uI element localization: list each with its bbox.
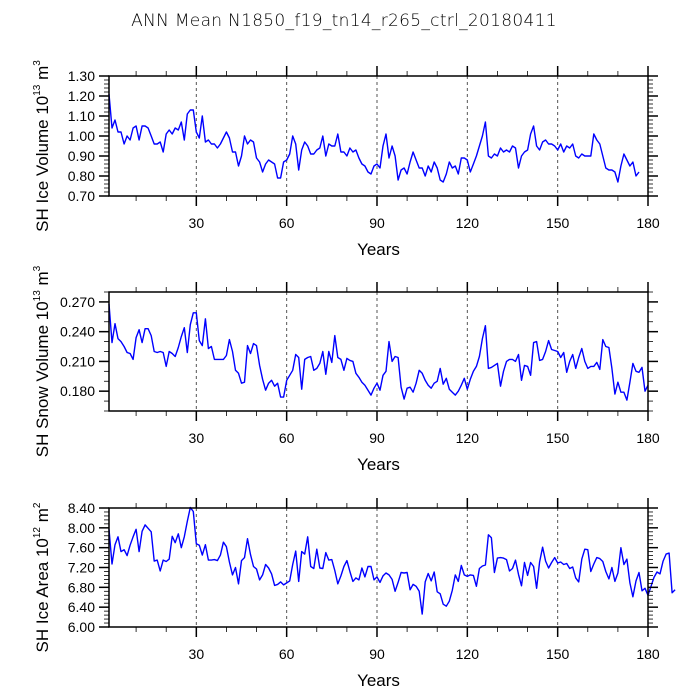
x-axis-title: Years [357, 240, 400, 259]
plot-frame [108, 75, 649, 197]
series-line-sh-ice-volume [108, 93, 640, 183]
x-tick-label: 30 [189, 215, 205, 231]
series-line-sh-snow-volume [108, 303, 649, 401]
x-tick-label: 90 [369, 215, 385, 231]
x-tick-label: 180 [636, 430, 660, 446]
y-tick-label: 0.80 [68, 168, 95, 184]
y-axis-title: SH Ice Area 1012 m2 [32, 502, 52, 652]
y-tick-label: 1.20 [68, 88, 95, 104]
y-tick-label: 6.00 [68, 619, 95, 635]
y-tick-label: 1.30 [68, 68, 95, 84]
plot-frame [108, 507, 649, 628]
y-tick-label: 1.10 [68, 108, 95, 124]
y-tick-label: 0.240 [60, 324, 95, 340]
chart-title: ANN Mean N1850_f19_tn14_r265_ctrl_201804… [131, 11, 557, 31]
y-tick-label: 0.70 [68, 188, 95, 204]
y-tick-label: 0.270 [60, 294, 95, 310]
panel-3: 30 60 90 120 150 180 Years 6.00 6.40 6.80 7.20 7.60… [32, 498, 676, 688]
y-tick-label: 8.40 [68, 500, 95, 516]
y-tick-label: 7.20 [68, 560, 95, 576]
x-tick-label: 150 [546, 215, 570, 231]
y-axis-title: SH Snow Volume 1013 m3 [32, 265, 52, 457]
x-axis-title: Years [357, 455, 400, 474]
x-tick-label: 30 [189, 430, 205, 446]
x-tick-label: 150 [546, 646, 570, 662]
x-tick-label: 30 [189, 646, 205, 662]
series-line-sh-ice-area [108, 506, 676, 615]
x-tick-label: 90 [369, 430, 385, 446]
y-axis-title: SH Ice Volume 1013 m3 [32, 60, 52, 232]
y-tick-label: 7.60 [68, 540, 95, 556]
x-tick-label: 180 [636, 646, 660, 662]
panel-1: 30 60 90 120 150 180 Years 0.70 0.80 0.90 1.00 1.10… [32, 60, 660, 259]
x-tick-label: 150 [546, 430, 570, 446]
x-tick-label: 60 [279, 646, 295, 662]
x-tick-label: 90 [369, 646, 385, 662]
x-tick-label: 120 [456, 430, 480, 446]
y-tick-label: 0.90 [68, 148, 95, 164]
y-tick-label: 8.00 [68, 520, 95, 536]
x-tick-label: 60 [279, 430, 295, 446]
x-tick-label: 180 [636, 215, 660, 231]
x-axis-title: Years [357, 671, 400, 688]
plot-frame [108, 291, 649, 412]
y-tick-label: 6.80 [68, 579, 95, 595]
x-tick-label: 120 [456, 646, 480, 662]
y-tick-label: 1.00 [68, 128, 95, 144]
x-tick-label: 60 [279, 215, 295, 231]
y-tick-label: 6.40 [68, 599, 95, 615]
x-tick-label: 120 [456, 215, 480, 231]
panel-2: 30 60 90 120 150 180 Years 0.180 0.210 0.240 0.270… [32, 265, 660, 474]
y-tick-label: 0.210 [60, 353, 95, 369]
y-tick-label: 0.180 [60, 383, 95, 399]
